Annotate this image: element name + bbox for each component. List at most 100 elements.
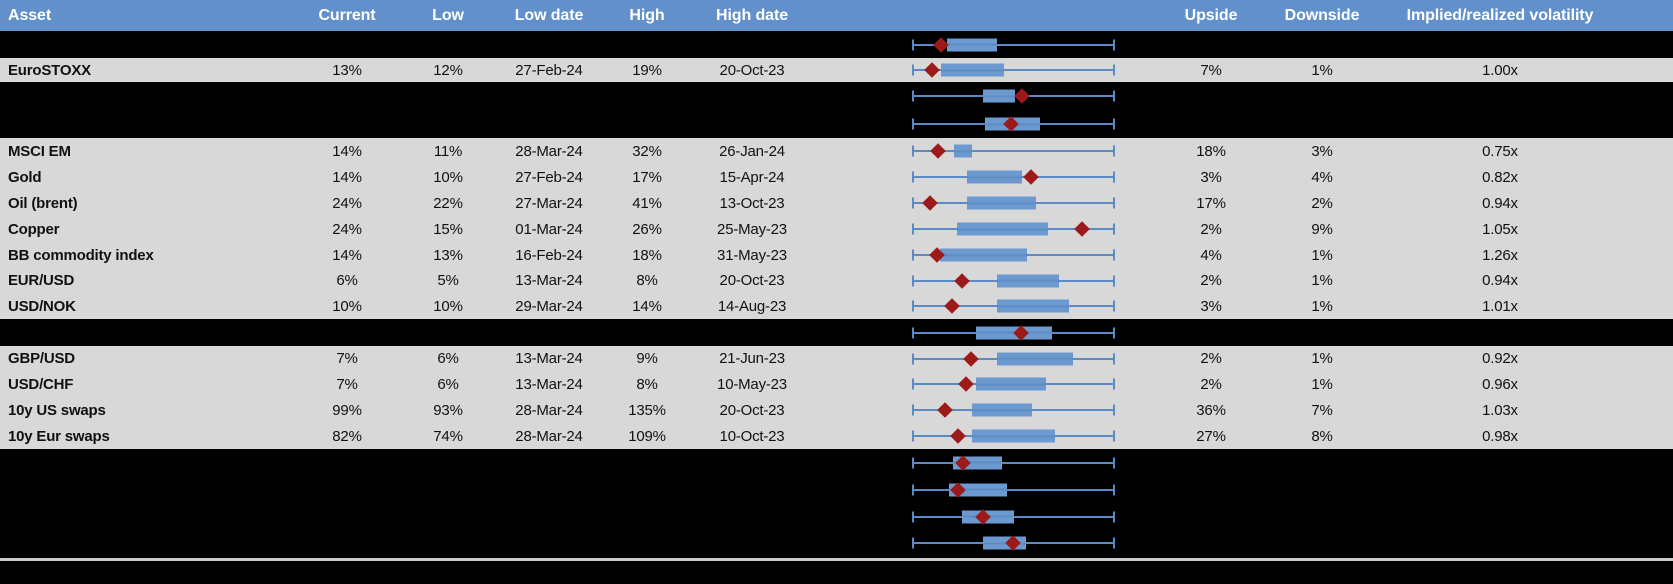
high-date-cell[interactable]: 31-May-23: [717, 246, 787, 264]
low-cell[interactable]: 22%: [433, 194, 463, 212]
implied-realized-cell[interactable]: 0.94x: [1482, 272, 1518, 289]
low-date-cell[interactable]: 01-Mar-24: [515, 220, 583, 238]
upside-cell[interactable]: 3%: [1200, 168, 1222, 186]
implied-realized-cell[interactable]: 0.94x: [1482, 194, 1518, 212]
implied-realized-cell[interactable]: 1.05x: [1482, 220, 1518, 238]
current-cell[interactable]: 24%: [332, 220, 362, 238]
current-cell[interactable]: 6%: [336, 272, 358, 289]
current-cell[interactable]: 24%: [332, 194, 362, 212]
asset-name-cell[interactable]: EUR/USD: [8, 272, 75, 289]
upside-cell[interactable]: 27%: [1196, 427, 1226, 445]
low-date-cell[interactable]: 28-Mar-24: [515, 427, 583, 445]
current-cell[interactable]: 14%: [332, 246, 362, 264]
downside-cell[interactable]: 7%: [1311, 401, 1333, 419]
high-cell[interactable]: 109%: [628, 427, 666, 445]
downside-cell[interactable]: 1%: [1311, 297, 1333, 315]
low-date-cell[interactable]: 29-Mar-24: [515, 297, 583, 315]
upside-cell[interactable]: 36%: [1196, 401, 1226, 419]
low-date-cell[interactable]: 16-Feb-24: [515, 246, 583, 264]
high-cell[interactable]: 135%: [628, 401, 666, 419]
high-date-cell[interactable]: 21-Jun-23: [719, 350, 785, 367]
high-cell[interactable]: 9%: [636, 350, 658, 367]
low-date-cell[interactable]: 13-Mar-24: [515, 350, 583, 367]
low-date-cell[interactable]: 13-Mar-24: [515, 272, 583, 289]
high-cell[interactable]: 17%: [632, 168, 662, 186]
high-cell[interactable]: 18%: [632, 246, 662, 264]
high-cell[interactable]: 32%: [632, 142, 662, 160]
downside-cell[interactable]: 9%: [1311, 220, 1333, 238]
current-cell[interactable]: 7%: [336, 350, 358, 367]
current-cell[interactable]: 7%: [336, 375, 358, 393]
header-high[interactable]: High: [629, 6, 665, 24]
low-cell[interactable]: 10%: [433, 297, 463, 315]
low-cell[interactable]: 6%: [437, 375, 459, 393]
downside-cell[interactable]: 3%: [1311, 142, 1333, 160]
current-cell[interactable]: 82%: [332, 427, 362, 445]
implied-realized-cell[interactable]: 0.98x: [1482, 427, 1518, 445]
implied-realized-cell[interactable]: 1.03x: [1482, 401, 1518, 419]
upside-cell[interactable]: 18%: [1196, 142, 1226, 160]
downside-cell[interactable]: 1%: [1311, 375, 1333, 393]
low-cell[interactable]: 12%: [433, 61, 463, 79]
low-cell[interactable]: 6%: [437, 350, 459, 367]
high-date-cell[interactable]: 20-Oct-23: [719, 272, 785, 289]
high-date-cell[interactable]: 20-Oct-23: [719, 61, 785, 79]
implied-realized-cell[interactable]: 1.00x: [1482, 61, 1518, 79]
upside-cell[interactable]: 2%: [1200, 350, 1222, 367]
downside-cell[interactable]: 1%: [1311, 61, 1333, 79]
low-date-cell[interactable]: 27-Feb-24: [515, 168, 583, 186]
high-date-cell[interactable]: 15-Apr-24: [719, 168, 785, 186]
header-downside[interactable]: Downside: [1284, 6, 1360, 24]
high-cell[interactable]: 8%: [636, 272, 658, 289]
asset-name-cell[interactable]: BB commodity index: [8, 246, 154, 264]
implied-realized-cell[interactable]: 0.82x: [1482, 168, 1518, 186]
upside-cell[interactable]: 2%: [1200, 272, 1222, 289]
implied-realized-cell[interactable]: 0.75x: [1482, 142, 1518, 160]
header-low[interactable]: Low: [432, 6, 464, 24]
header-high-date[interactable]: High date: [716, 6, 788, 24]
asset-name-cell[interactable]: Oil (brent): [8, 194, 78, 212]
high-date-cell[interactable]: 20-Oct-23: [719, 401, 785, 419]
implied-realized-cell[interactable]: 1.01x: [1482, 297, 1518, 315]
current-cell[interactable]: 99%: [332, 401, 362, 419]
asset-name-cell[interactable]: EuroSTOXX: [8, 61, 91, 79]
low-date-cell[interactable]: 27-Feb-24: [515, 61, 583, 79]
current-cell[interactable]: 14%: [332, 168, 362, 186]
low-cell[interactable]: 5%: [437, 272, 459, 289]
implied-realized-cell[interactable]: 0.92x: [1482, 350, 1518, 367]
asset-name-cell[interactable]: GBP/USD: [8, 350, 75, 367]
low-cell[interactable]: 11%: [433, 142, 463, 160]
asset-name-cell[interactable]: 10y US swaps: [8, 401, 106, 419]
current-cell[interactable]: 14%: [332, 142, 362, 160]
asset-name-cell[interactable]: USD/CHF: [8, 375, 74, 393]
header-current[interactable]: Current: [318, 6, 376, 24]
header-low-date[interactable]: Low date: [514, 6, 584, 24]
high-cell[interactable]: 14%: [632, 297, 662, 315]
upside-cell[interactable]: 17%: [1196, 194, 1226, 212]
low-date-cell[interactable]: 13-Mar-24: [515, 375, 583, 393]
high-date-cell[interactable]: 26-Jan-24: [719, 142, 785, 160]
header-asset[interactable]: Asset: [8, 6, 52, 24]
implied-realized-cell[interactable]: 1.26x: [1482, 246, 1518, 264]
asset-name-cell[interactable]: 10y Eur swaps: [8, 427, 110, 445]
upside-cell[interactable]: 2%: [1200, 220, 1222, 238]
implied-realized-cell[interactable]: 0.96x: [1482, 375, 1518, 393]
high-date-cell[interactable]: 25-May-23: [717, 220, 787, 238]
upside-cell[interactable]: 4%: [1200, 246, 1222, 264]
low-cell[interactable]: 15%: [433, 220, 463, 238]
header-implied-realized-volatility[interactable]: Implied/realized volatility: [1406, 6, 1594, 24]
high-date-cell[interactable]: 10-Oct-23: [719, 427, 785, 445]
current-cell[interactable]: 10%: [332, 297, 362, 315]
high-date-cell[interactable]: 14-Aug-23: [717, 297, 787, 315]
current-cell[interactable]: 13%: [332, 61, 362, 79]
asset-name-cell[interactable]: MSCI EM: [8, 142, 71, 160]
low-cell[interactable]: 10%: [433, 168, 463, 186]
asset-name-cell[interactable]: USD/NOK: [8, 297, 76, 315]
header-upside[interactable]: Upside: [1184, 6, 1238, 24]
high-cell[interactable]: 8%: [636, 375, 658, 393]
downside-cell[interactable]: 4%: [1311, 168, 1333, 186]
upside-cell[interactable]: 2%: [1200, 375, 1222, 393]
downside-cell[interactable]: 1%: [1311, 272, 1333, 289]
low-date-cell[interactable]: 28-Mar-24: [515, 401, 583, 419]
low-date-cell[interactable]: 28-Mar-24: [515, 142, 583, 160]
